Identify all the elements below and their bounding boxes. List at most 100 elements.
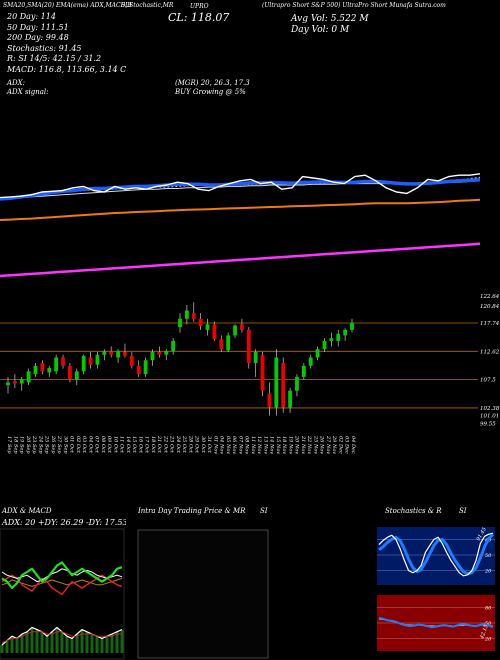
x-tick-23: 18 Oct: [150, 436, 156, 454]
macd-hist-8: [40, 631, 44, 653]
candle-body-29: [205, 324, 210, 330]
macd-hist-12: [60, 631, 64, 653]
adx-frame: [0, 528, 125, 660]
y-tick-4: 107.5: [480, 378, 496, 384]
candle-body-2: [19, 379, 24, 384]
candle-body-47: [329, 338, 334, 341]
x-tick-18: 11 Oct: [119, 436, 125, 454]
stat-0: 20 Day: 114: [7, 12, 56, 21]
candle-body-37: [260, 354, 265, 391]
candle-body-6: [47, 368, 52, 373]
macd-hist-10: [50, 631, 54, 653]
candle-body-25: [178, 318, 182, 328]
candle-body-35: [246, 329, 251, 364]
y-tick-1: 120.84: [480, 304, 500, 310]
candle-body-1: [12, 381, 17, 384]
x-tick-50: 26 Nov: [319, 435, 325, 454]
candlestick-chart: 122.64 120.84 117.74 112.62 107.5 102.38 101.0…: [0, 294, 500, 454]
stoch-d-line: [378, 533, 495, 576]
x-tick-46: 20 Nov: [294, 435, 300, 454]
x-tick-51: 27 Nov: [325, 435, 331, 454]
avg-vol: Avg Vol: 5.522 M: [291, 14, 369, 24]
stat-3: Stochastics: 91.45: [7, 43, 82, 53]
candle-body-33: [233, 325, 237, 336]
candle-body-13: [95, 354, 100, 365]
candle-body-17: [123, 351, 127, 356]
candle-body-7: [54, 357, 59, 372]
x-tick-39: 11 Nov: [250, 436, 256, 454]
candle-body-34: [240, 324, 244, 330]
macd-hist-23: [115, 631, 119, 653]
y-tick-6: 101.01: [480, 414, 499, 420]
x-tick-31: 30 Oct: [200, 436, 206, 454]
stoch-k-line: [378, 532, 494, 577]
plus-dy-line: [1, 561, 123, 590]
x-tick-40: 12 Nov: [256, 436, 262, 454]
candle-body-46: [322, 340, 327, 350]
candle-body-16: [116, 350, 120, 358]
y-tick-7: 99.55: [480, 422, 496, 428]
day-vol: Day Vol: 0 M: [291, 25, 350, 35]
candle-body-21: [150, 351, 155, 361]
x-tick-53: 02 Dec: [337, 436, 343, 454]
stat-5: MACD: 116.8, 113.66, 3.14 C: [7, 64, 127, 74]
stat-2: 200 Day: 99.48: [7, 33, 69, 42]
x-tick-44: 18 Nov: [281, 436, 287, 454]
x-tick-24: 21 Oct: [156, 435, 162, 454]
candle-body-11: [81, 355, 86, 372]
candle-body-36: [253, 351, 258, 364]
x-tick-25: 22 Oct: [162, 435, 168, 454]
x-tick-19: 14 Oct: [125, 436, 131, 454]
candle-body-40: [281, 363, 286, 408]
macd-hist-3: [15, 638, 19, 653]
stoch-si-label: SI: [459, 507, 467, 515]
macd-hist-18: [90, 634, 94, 653]
signal-line: [1, 631, 122, 644]
macd-hist-20: [100, 638, 104, 653]
candle-body-14: [102, 351, 107, 355]
x-tick-17: 10 Oct: [112, 436, 118, 454]
candle-body-28: [198, 318, 203, 326]
candle-body-18: [129, 355, 134, 366]
header-top-right: (Ultrapro Short S&P 500) UltraPro Short …: [262, 2, 446, 9]
x-tick-15: 08 Oct: [100, 436, 106, 454]
candle-body-41: [288, 390, 292, 408]
stats-block: 20 Day: 114 50 Day: 111.51 200 Day: 99.48 S…: [7, 12, 126, 75]
y-tick-3: 112.62: [480, 349, 500, 355]
macd-hist-22: [110, 634, 114, 653]
x-tick-26: 23 Oct: [169, 435, 175, 454]
x-tick-3: 20 Sep: [25, 435, 31, 454]
x-tick-42: 14 Nov: [269, 436, 275, 454]
macd-hist-24: [120, 629, 124, 653]
intraday-frame: [137, 529, 269, 659]
macd-hist-13: [65, 636, 69, 653]
candle-body-22: [157, 351, 162, 355]
x-tick-16: 09 Oct: [106, 436, 112, 454]
x-tick-13: 04 Oct: [87, 436, 93, 454]
macd-hist-16: [80, 629, 84, 653]
x-tick-43: 15 Nov: [275, 436, 281, 454]
x-tick-36: 06 Nov: [231, 436, 237, 454]
macd-hist-19: [95, 636, 99, 653]
macd-hist-4: [20, 634, 24, 653]
macd-hist-17: [85, 631, 89, 653]
macd-hist-1: [5, 640, 9, 653]
x-tick-32: 31 Oct: [206, 436, 212, 454]
x-tick-27: 24 Oct: [175, 435, 181, 454]
header-title-pre: UPRO: [190, 3, 209, 10]
si-tick-0: 80: [485, 605, 492, 611]
ema-short-line: [0, 177, 481, 201]
y-tick-5: 102.38: [480, 406, 500, 412]
candle-body-20: [143, 360, 148, 375]
macd-hist-7: [35, 629, 39, 653]
adx-readout: ADX: 20 +DY: 26.29 -DY: 17.53: [1, 518, 126, 527]
candle-body-45: [315, 349, 320, 358]
x-tick-54: 03 Dec: [344, 436, 350, 454]
ema-mid-line: [0, 198, 481, 221]
si-value-label: 42.15: [479, 624, 490, 640]
candle-body-19: [136, 365, 141, 375]
x-tick-12: 03 Oct: [81, 436, 87, 454]
candle-body-38: [267, 393, 272, 408]
